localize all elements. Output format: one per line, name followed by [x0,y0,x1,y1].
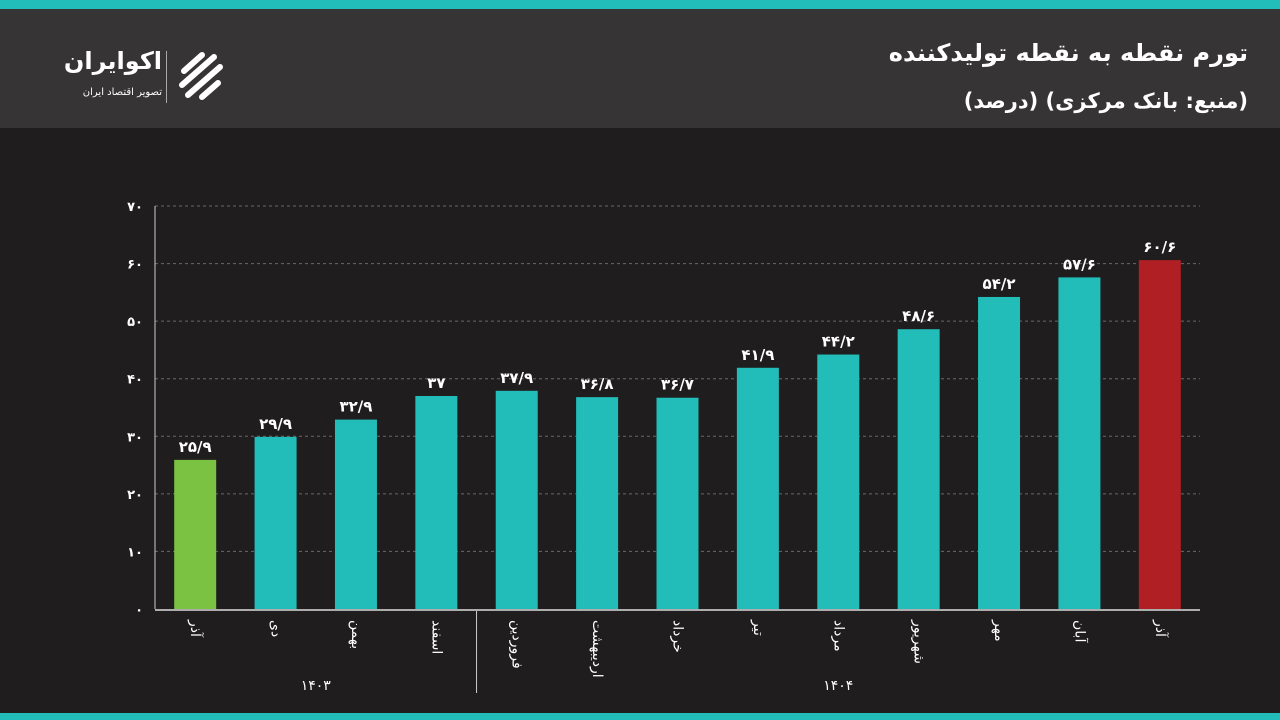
y-tick-label: ۶۰ [127,258,143,273]
logo-divider [166,51,167,103]
bar [978,296,1021,609]
bar [656,397,699,609]
bar [1058,277,1101,609]
x-category-label: اسفند [428,620,444,654]
bar-value-label: ۴۸/۶ [902,307,935,325]
bar [495,390,538,609]
bar-value-label: ۲۵/۹ [179,438,212,456]
logo-name: اکوایران [63,47,162,75]
logo-tagline: تصویر اقتصاد ایران [82,87,162,98]
bar-value-label: ۵۴/۲ [983,275,1016,293]
x-category-label: مهر [991,619,1007,642]
x-category-label: شهریور [911,619,927,664]
logo-mark-icon [179,52,223,100]
y-tick-label: ۵۰ [127,315,143,330]
year-group-label: ۱۴۰۴ [823,678,853,694]
logo: اکوایران تصویر اقتصاد ایران [44,47,234,107]
x-category-label: فروردین [509,620,525,669]
bottom-accent-bar [0,713,1280,720]
bar [897,329,940,609]
header: تورم نقطه به نقطه تولیدکننده (منبع: بانک… [0,9,1280,128]
x-category-label: تیر [750,619,766,636]
bar [1138,260,1181,609]
x-category-label: آذر [187,619,204,638]
bar-value-label: ۳۷/۹ [500,369,533,387]
bar [817,354,860,609]
top-accent-bar [0,0,1280,9]
bar [736,367,779,609]
x-category-label: بهمن [348,620,364,649]
y-tick-label: ۳۰ [127,430,143,445]
y-tick-label: ۴۰ [127,373,143,388]
bar-value-label: ۳۷ [427,374,445,392]
y-tick-label: ۷۰ [127,200,143,215]
bar-value-label: ۲۹/۹ [259,415,292,433]
bar [415,395,458,609]
x-category-label: آبان [1071,620,1088,643]
y-tick-label: ۱۰ [127,545,143,560]
bar-value-label: ۵۷/۶ [1063,255,1096,273]
bar-value-label: ۳۶/۷ [661,376,694,394]
chart-title: تورم نقطه به نقطه تولیدکننده [888,39,1248,67]
y-tick-label: ۲۰ [127,488,143,503]
bar [334,419,377,609]
bar-value-label: ۶۰/۶ [1143,238,1176,256]
bar [174,459,217,609]
x-category-label: آذر [1152,619,1169,638]
x-category-label: اردیبهشت [589,620,605,678]
bar-value-label: ۳۲/۹ [339,398,372,416]
bar-value-label: ۴۴/۲ [822,333,855,351]
bar [576,397,619,609]
x-category-label: دی [268,620,284,637]
year-group-label: ۱۴۰۳ [301,678,332,694]
bar [254,436,297,609]
bar-value-label: ۳۶/۸ [581,375,614,393]
bar-value-label: ۴۱/۹ [741,346,774,364]
chart-subtitle: (منبع: بانک مرکزی) (درصد) [963,89,1248,113]
y-tick-label: ۰ [135,603,143,618]
x-category-label: مرداد [830,620,846,652]
x-category-label: خرداد [670,620,686,653]
